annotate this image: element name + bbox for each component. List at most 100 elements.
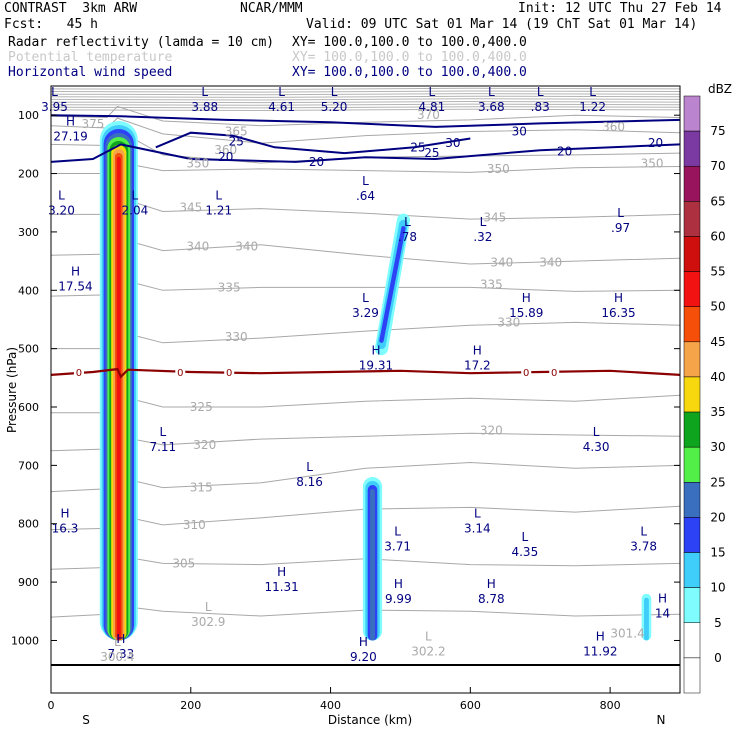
plot-frame: [50, 85, 681, 694]
colorbar-label: 55: [710, 265, 725, 279]
theta-label: 335: [480, 277, 503, 291]
theta-label: 315: [190, 481, 213, 495]
wind-extremum-letter: H: [487, 577, 496, 591]
theta-label: 335: [218, 280, 241, 294]
wind-extremum-value: 2.04: [122, 204, 149, 218]
field-theta-xy: XY= 100.0,100.0 to 100.0,400.0: [292, 50, 527, 65]
wind-extremum-value: 3.71: [384, 539, 411, 553]
colorbar-swatch: [683, 376, 701, 413]
colorbar-swatch: [683, 130, 701, 167]
wind-extremum-value: 3.88: [191, 100, 218, 114]
x-axis-label: Distance (km): [328, 713, 412, 727]
wind-extremum-letter: L: [589, 85, 596, 99]
colorbar-swatch: [683, 306, 701, 343]
y-tick-label: 500: [18, 343, 39, 356]
wind-extremum-value: 3.20: [48, 204, 75, 218]
y-tick-label: 900: [18, 576, 39, 589]
wind-extremum-letter: L: [58, 189, 65, 203]
colorbar-label: 45: [710, 335, 725, 349]
theta-label: 350: [487, 162, 510, 176]
y-tick-label: 700: [18, 459, 39, 472]
wind-extremum-value: 3.14: [464, 522, 491, 536]
endpoint-north: N: [657, 713, 666, 727]
wind-contour-label: 20: [309, 155, 324, 169]
wind-extremum-letter: L: [617, 206, 624, 220]
theta-label: 375: [81, 117, 104, 131]
wind-extremum-letter: H: [60, 507, 69, 521]
wind-contour-label: 20: [557, 144, 572, 158]
wind-extremum-letter: L: [488, 85, 495, 99]
wind-extremum-letter: L: [306, 460, 313, 474]
wind-extremum-letter: L: [362, 291, 369, 305]
theta-label: 320: [480, 423, 503, 437]
colorbar-label: 70: [710, 159, 725, 173]
colorbar-label: 50: [710, 300, 725, 314]
wind-extremum-value: 17.2: [464, 358, 491, 372]
theta-label: 340: [490, 255, 513, 269]
wind-contour-25: [155, 131, 471, 155]
wind-extremum-letter: H: [371, 343, 380, 357]
theta-label: 301.4: [610, 626, 644, 640]
wind-extremum-letter: H: [359, 635, 368, 649]
theta-label: 365: [225, 125, 248, 139]
theta-label: 310: [183, 518, 206, 532]
plot-header: CONTRAST 3km ARW NCAR/MMM Init: 12 UTC T…: [0, 0, 740, 84]
wind-extremum-value: 17.54: [58, 280, 92, 294]
wind-extremum-letter: L: [201, 85, 208, 99]
y-tick-label: 100: [18, 109, 39, 122]
theta-label: 330: [225, 330, 248, 344]
theta-label: 350: [641, 157, 664, 171]
colorbar-swatch: [683, 446, 701, 483]
wind-extremum-letter: L: [404, 215, 411, 229]
zero-label-bg: [521, 365, 532, 378]
wind-extremum-value: 7.33: [108, 647, 135, 661]
wind-contour-30: [51, 114, 680, 128]
wind-extremum-letter: L: [278, 85, 285, 99]
reflectivity-band: [644, 597, 649, 641]
colorbar-swatch: [683, 657, 701, 694]
colorbar-label: 35: [710, 405, 725, 419]
wind-extremum-value: 4.61: [268, 100, 295, 114]
wind-contour-label: 25: [410, 140, 425, 154]
upper-theta-line: [51, 103, 680, 106]
theta-label: 360: [602, 120, 625, 134]
y-tick-label: 200: [18, 168, 39, 181]
wind-contour-label: 30: [512, 125, 527, 139]
reflectivity-columns: [99, 121, 652, 641]
field-wind-xy: XY= 100.0,100.0 to 100.0,400.0: [292, 65, 527, 80]
wind-extremum-value: 8.16: [296, 475, 323, 489]
wind-extremum-letter: H: [596, 629, 605, 643]
wind-extremum-value: 4.35: [511, 545, 538, 559]
wind-contour-label: 20: [218, 150, 233, 164]
y-tick-label: 400: [18, 284, 39, 297]
colorbar-unit: dBZ: [708, 82, 732, 96]
theta-extremum-value: 302.9: [191, 615, 225, 629]
theta-label: 330: [497, 315, 520, 329]
theta-extremum-letter: L: [205, 600, 212, 614]
theta-label: 360: [214, 143, 237, 157]
wind-extremum-letter: L: [51, 85, 58, 99]
theta-label: 345: [483, 210, 506, 224]
wind-extremum-value: 5.20: [321, 100, 348, 114]
wind-extremum-letter: L: [593, 425, 600, 439]
wind-extremum-letter: L: [159, 425, 166, 439]
colorbar-swatch: [683, 95, 701, 132]
theta-label: 340: [539, 255, 562, 269]
reflectivity-band: [379, 226, 406, 343]
theta-label: 350: [186, 157, 209, 171]
colorbar-swatch: [683, 622, 701, 659]
field-wind: Horizontal wind speed: [8, 65, 173, 80]
theta-label: 345: [179, 200, 202, 214]
wind-extremum-value: 11.31: [264, 580, 298, 594]
wind-extremum-value: 3.95: [41, 100, 68, 114]
forecast-hour: Fcst: 45 h: [4, 17, 98, 32]
colorbar-swatch: [683, 201, 701, 237]
colorbar-swatch: [683, 587, 701, 624]
wind-extremum-letter: L: [640, 524, 647, 538]
zero-label: 0: [177, 368, 183, 379]
colorbar: 0 5 10 15 20 25 30 35 40 45 50 55 60 65 70 75: [683, 95, 726, 694]
wind-extremum-letter: H: [614, 291, 623, 305]
wind-extremum-letter: H: [522, 291, 531, 305]
zero-label: 0: [226, 368, 232, 379]
